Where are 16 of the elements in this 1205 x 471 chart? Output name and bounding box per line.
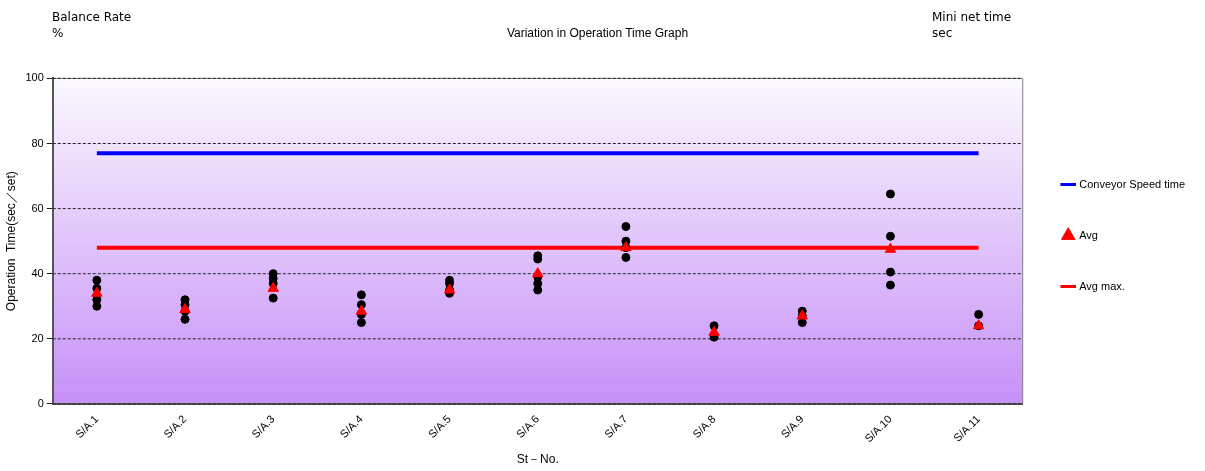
x-axis-title: St－No. (516, 452, 559, 467)
legend-label: Avg (1079, 228, 1098, 241)
y-tick-label: 40 (31, 266, 44, 279)
legend-label: Avg max. (1079, 279, 1125, 292)
y-tick-label: 60 (31, 201, 44, 214)
text: sec (932, 26, 953, 40)
text: Balance Rate (52, 10, 132, 24)
y-tick-label: 0 (37, 396, 44, 409)
text: Mini net time (932, 10, 1012, 24)
chart-title: Variation in Operation Time Graph (506, 25, 689, 40)
y-tick-label: 100 (25, 71, 44, 84)
text: % (52, 26, 64, 40)
legend-label: Conveyor Speed time (1079, 177, 1185, 190)
y-tick-label: 20 (31, 331, 44, 344)
y-tick-label: 80 (31, 136, 44, 149)
y-axis-title: Operation Time(sec／set) (3, 171, 18, 312)
